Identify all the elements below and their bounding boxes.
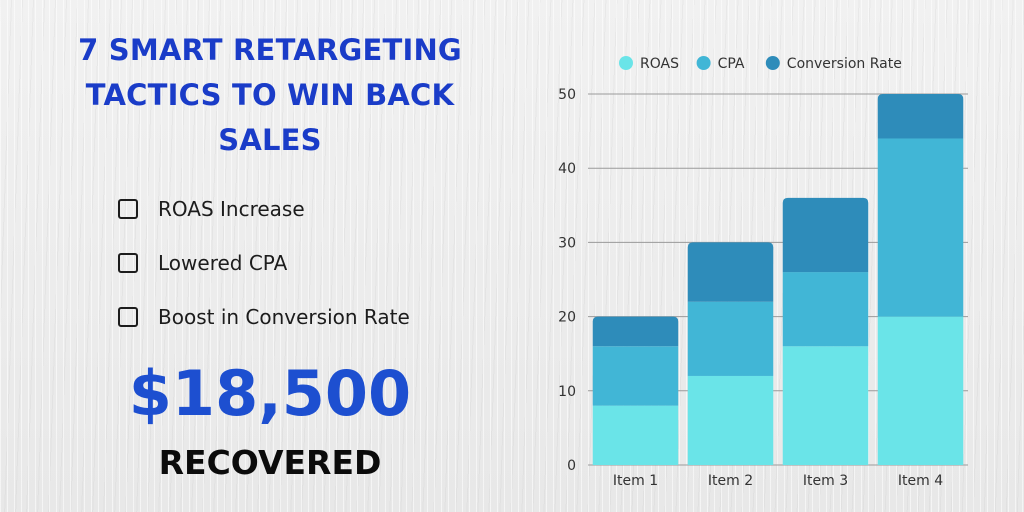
headline-line-2: TACTICS TO WIN BACK: [85, 78, 455, 112]
recovered-caption: RECOVERED: [158, 443, 382, 482]
recovered-amount: $18,500: [128, 357, 412, 430]
headline-line-1: 7 SMART RETARGETING: [78, 33, 462, 67]
bar-conversion-rate-item-1: [592, 316, 679, 347]
bar-conversion-rate-item-2: [687, 242, 774, 302]
checklist-label: Boost in Conversion Rate: [158, 305, 410, 329]
checklist-item-cpa[interactable]: Lowered CPA: [118, 246, 478, 280]
y-tick-label: 50: [558, 87, 576, 103]
bar-roas-item-4: [877, 316, 964, 465]
legend-swatch: [619, 56, 633, 70]
x-tick-label: Item 1: [613, 473, 658, 489]
bar-cpa-item-2: [687, 301, 774, 376]
legend-label: CPA: [718, 56, 745, 72]
legend-label: Conversion Rate: [787, 56, 902, 72]
checkbox-icon[interactable]: [118, 199, 138, 219]
checkbox-icon[interactable]: [118, 307, 138, 327]
stacked-bar-chart: 0 10 20 30 40 50 Item 1 Item 2 Item 3 Item 4 ROAS C…: [558, 56, 968, 489]
benefits-checklist: ROAS Increase Lowered CPA Boost in Conve…: [118, 192, 478, 354]
checkbox-icon[interactable]: [118, 253, 138, 273]
y-tick-label: 30: [558, 235, 576, 251]
x-tick-label: Item 2: [708, 473, 753, 489]
x-tick-label: Item 3: [803, 473, 848, 489]
checklist-label: ROAS Increase: [158, 197, 305, 221]
bar-roas-item-1: [592, 405, 679, 465]
y-tick-label: 20: [558, 310, 576, 326]
bar-cpa-item-4: [877, 138, 964, 317]
checklist-item-conversion[interactable]: Boost in Conversion Rate: [118, 300, 478, 334]
bar-conversion-rate-item-3: [782, 197, 869, 273]
legend-label: ROAS: [640, 56, 679, 72]
bar-cpa-item-3: [782, 272, 869, 347]
checklist-label: Lowered CPA: [158, 251, 288, 275]
headline-line-3: SALES: [218, 123, 322, 157]
legend-swatch: [696, 56, 711, 70]
bar-conversion-rate-item-4: [877, 94, 964, 139]
bar-cpa-item-1: [592, 346, 679, 406]
y-tick-label: 40: [558, 161, 576, 177]
x-tick-label: Item 4: [898, 473, 943, 489]
bar-roas-item-3: [782, 346, 869, 465]
y-tick-label: 10: [558, 384, 576, 400]
y-tick-label: 0: [567, 458, 576, 474]
bar-roas-item-2: [687, 375, 774, 465]
legend-swatch: [765, 56, 780, 70]
checklist-item-roas[interactable]: ROAS Increase: [118, 192, 478, 226]
headline: 7 SMART RETARGETING TACTICS TO WIN BACK …: [40, 28, 500, 163]
